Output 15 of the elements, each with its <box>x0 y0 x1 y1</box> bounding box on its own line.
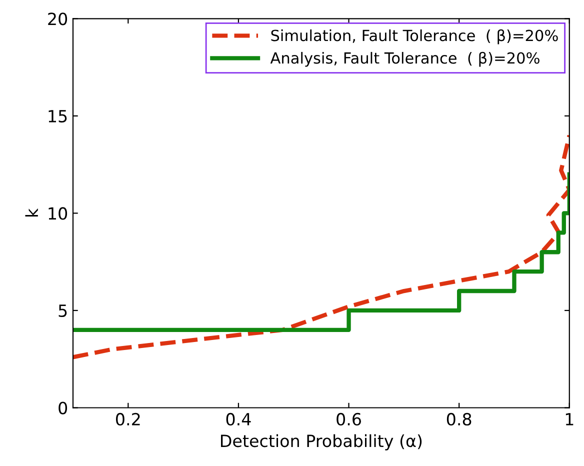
y-axis-title: k <box>25 208 38 217</box>
legend-label: Analysis, Fault Tolerance ( β)=20% <box>270 52 540 67</box>
line-series <box>73 133 570 360</box>
x-tick-label: 0.2 <box>116 412 140 426</box>
y-tick-label: 0 <box>58 402 68 414</box>
y-tick-label: 5 <box>58 304 67 318</box>
y-tick-label: 15 <box>48 110 67 122</box>
x-tick-label: 1 <box>566 413 574 426</box>
y-tick-label: 20 <box>48 12 68 26</box>
legend-label: Simulation, Fault Tolerance ( β)=20% <box>271 29 558 44</box>
x-axis-title: Detection Probability (α) <box>221 434 422 450</box>
x-tick-label: 0.8 <box>446 412 472 426</box>
x-tick-label: 0.4 <box>226 412 251 426</box>
y-tick-label: 10 <box>48 207 68 220</box>
x-tick-label: 0.6 <box>336 412 361 426</box>
